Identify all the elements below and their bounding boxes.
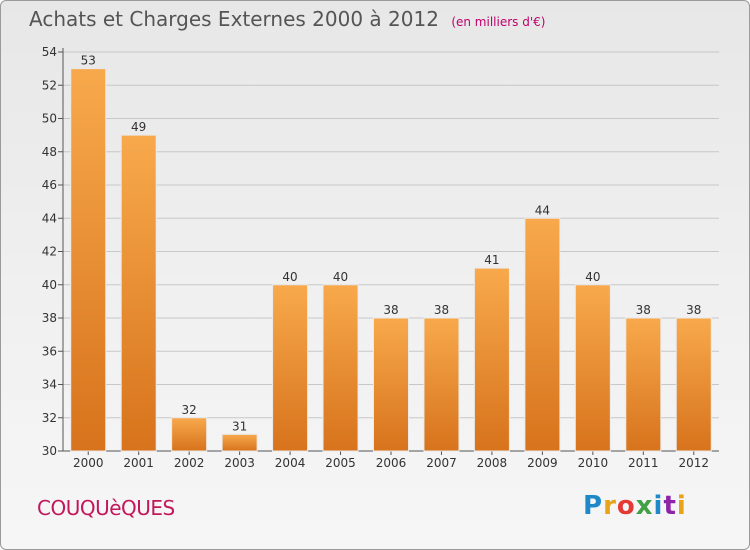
data-label-2007: 38	[434, 303, 449, 317]
x-tick-label-2005: 2005	[325, 456, 356, 470]
y-tick-label: 40	[42, 278, 57, 292]
data-label-2002: 32	[182, 403, 197, 417]
data-label-2011: 38	[636, 303, 651, 317]
bar-2010	[574, 284, 611, 452]
chart-unit-label: (en milliers d'€)	[451, 15, 546, 29]
x-tick-label-2000: 2000	[73, 456, 104, 470]
y-tick-label: 44	[42, 211, 57, 225]
x-tick-label-2001: 2001	[123, 456, 154, 470]
logo-letter: P	[583, 491, 604, 521]
x-tick-label-2007: 2007	[426, 456, 457, 470]
logo-letter: i	[653, 491, 664, 521]
chart-title-text: Achats et Charges Externes 2000 à 2012	[29, 7, 439, 31]
bar-2008	[473, 267, 510, 452]
bar-2011	[625, 317, 662, 452]
y-tick-label: 30	[42, 444, 57, 458]
data-label-2009: 44	[535, 203, 550, 217]
proxiti-logo: Proxiti	[583, 491, 687, 521]
x-tick-label-2011: 2011	[628, 456, 659, 470]
x-tick-label-2003: 2003	[224, 456, 255, 470]
labels: 53 49 32 31 40 40 38 38 41 44 40 38 38	[81, 54, 702, 434]
data-label-2012: 38	[686, 303, 701, 317]
axes: 30 32 34 36 38 40 42 44 46 48 50 52 54 2000 2001 2002 20…	[42, 45, 719, 470]
data-label-2008: 41	[484, 253, 499, 267]
y-tick-label: 46	[42, 178, 57, 192]
bar-2000	[70, 68, 107, 452]
data-label-2001: 49	[131, 120, 146, 134]
bars	[70, 68, 712, 452]
y-tick-label: 52	[42, 78, 57, 92]
y-tick-label: 32	[42, 411, 57, 425]
y-tick-label: 54	[42, 45, 57, 59]
y-tick-label: 38	[42, 311, 57, 325]
x-tick-label-2004: 2004	[275, 456, 306, 470]
bar-2005	[322, 284, 359, 452]
x-tick-label-2002: 2002	[174, 456, 205, 470]
logo-letter: r	[603, 491, 617, 521]
y-tick-label: 50	[42, 112, 57, 126]
data-label-2006: 38	[383, 303, 398, 317]
bar-2004	[272, 284, 309, 452]
bar-2009	[524, 217, 561, 452]
y-tick-label: 34	[42, 378, 57, 392]
y-tick-label: 48	[42, 145, 57, 159]
y-tick-label: 36	[42, 344, 57, 358]
x-tick-label-2006: 2006	[376, 456, 407, 470]
bar-2001	[120, 134, 157, 452]
x-tick-label-2008: 2008	[477, 456, 508, 470]
y-tick-label: 42	[42, 245, 57, 259]
x-tick-label-2010: 2010	[578, 456, 609, 470]
data-label-2005: 40	[333, 270, 348, 284]
bar-2003	[221, 433, 258, 452]
logo-letter: x	[635, 491, 654, 521]
logo-letter: t	[663, 491, 677, 521]
bar-2007	[423, 317, 460, 452]
data-label-2000: 53	[81, 54, 96, 68]
data-label-2003: 31	[232, 419, 247, 433]
logo-letter: i	[676, 491, 687, 521]
data-label-2010: 40	[585, 270, 600, 284]
commune-name: COUQUèQUES	[37, 496, 175, 520]
bar-2006	[373, 317, 409, 452]
x-tick-label-2012: 2012	[678, 456, 709, 470]
x-tick-label-2009: 2009	[527, 456, 558, 470]
data-label-2004: 40	[282, 270, 297, 284]
logo-letter: o	[616, 491, 636, 521]
bar-2002	[171, 417, 208, 452]
bar-2012	[675, 317, 712, 452]
chart-title: Achats et Charges Externes 2000 à 2012 (…	[29, 7, 545, 31]
